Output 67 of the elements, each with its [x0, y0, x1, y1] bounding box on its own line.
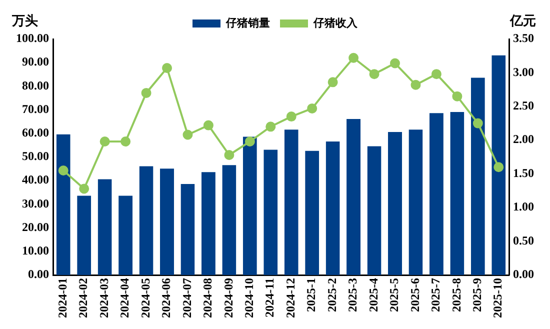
- point: [244, 136, 255, 146]
- x-tick-label: 2024-10: [242, 278, 256, 318]
- y2-tick-label: 0.00: [513, 267, 534, 282]
- x-tick-label: 2025-4: [366, 278, 380, 312]
- x-tick-label: 2024-03: [96, 278, 111, 318]
- point: [410, 80, 421, 90]
- point: [494, 162, 504, 172]
- x-tick-label: 2025-8: [449, 278, 464, 312]
- x-tick-label: 2025-1: [304, 278, 318, 312]
- point: [369, 69, 380, 80]
- x-tick-label: 2024-09: [221, 278, 236, 318]
- point: [307, 103, 318, 114]
- x-tick-label: 2024-05: [138, 278, 152, 318]
- point: [162, 62, 172, 73]
- x-tick-label: 2024-06: [159, 278, 174, 318]
- y-tick-label: 0.00: [28, 267, 49, 282]
- y-tick-label: 40.00: [22, 172, 49, 187]
- point: [100, 136, 110, 146]
- x-tick-label: 2025-2: [324, 278, 339, 312]
- point: [141, 88, 152, 98]
- legend-label: 仔猪收入: [312, 16, 358, 30]
- y-tick-label: 90.00: [22, 54, 49, 69]
- x-tick-label: 2024-07: [180, 278, 194, 318]
- point: [58, 165, 68, 176]
- y-tick-label: 10.00: [22, 243, 49, 258]
- y-tick-label: 50.00: [22, 149, 49, 164]
- point: [182, 130, 193, 140]
- point: [286, 112, 296, 122]
- point: [431, 69, 442, 80]
- y2-axis-title: 亿元: [510, 14, 536, 30]
- x-tick-label: 2024-08: [200, 278, 215, 318]
- x-tick-label: 2025-6: [408, 278, 422, 312]
- y2-tick-label: 2.50: [513, 98, 534, 113]
- legend-label: 仔猪销量: [225, 16, 270, 30]
- y2-tick-label: 1.00: [513, 200, 534, 214]
- x-tick-label: 2024-02: [76, 278, 90, 318]
- x-tick-label: 2025-10: [490, 278, 505, 318]
- y-axis-title: 万头: [12, 14, 38, 30]
- point: [328, 77, 338, 88]
- y2-tick-label: 2.00: [513, 132, 534, 146]
- y-tick-label: 60.00: [22, 125, 49, 140]
- y2-tick-label: 1.50: [513, 166, 534, 180]
- x-tick-label: 2025-9: [470, 278, 484, 312]
- y-tick-label: 20.00: [22, 220, 49, 234]
- y2-tick-label: 3.00: [513, 64, 534, 79]
- point: [390, 58, 400, 68]
- y2-tick-label: 0.50: [513, 233, 534, 248]
- y-tick-label: 80.00: [22, 78, 49, 92]
- point: [79, 184, 90, 194]
- x-tick-label: 2025-5: [387, 278, 402, 312]
- point: [120, 136, 131, 146]
- x-tick-label: 2025-7: [428, 278, 443, 312]
- point: [348, 52, 359, 63]
- y2-tick-label: 3.50: [513, 31, 534, 46]
- point: [266, 122, 276, 132]
- y-tick-label: 30.00: [22, 196, 49, 210]
- point: [203, 120, 214, 130]
- point: [224, 150, 234, 160]
- x-tick-label: 2024-01: [55, 278, 70, 318]
- point: [452, 91, 462, 102]
- point: [472, 118, 483, 128]
- x-tick-label: 2025-3: [346, 278, 360, 312]
- y-tick-label: 100.00: [16, 31, 49, 46]
- x-tick-label: 2024-04: [118, 278, 132, 318]
- x-tick-label: 2024-11: [262, 278, 277, 318]
- y-tick-label: 70.00: [22, 102, 49, 116]
- x-tick-label: 2024-12: [283, 278, 298, 318]
